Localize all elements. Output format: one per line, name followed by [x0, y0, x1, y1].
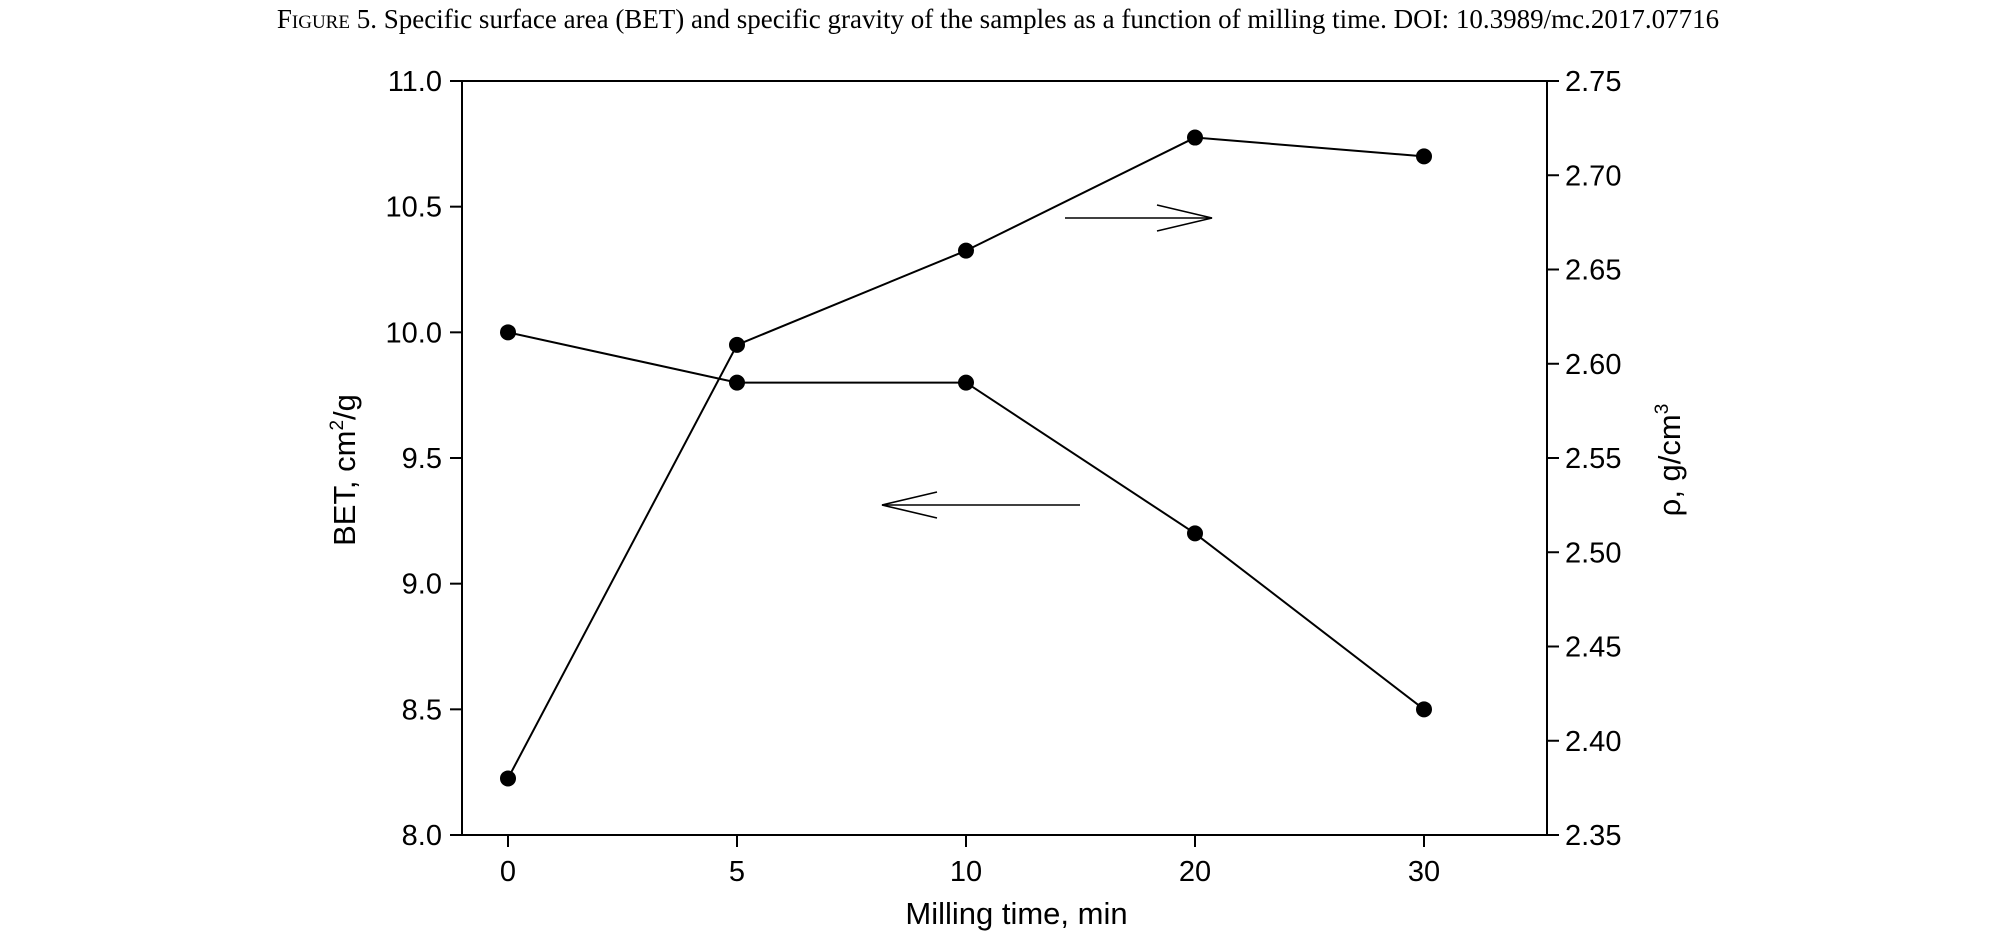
- left-tick-label: 11.0: [388, 66, 442, 98]
- left-tick-label: 10.0: [386, 317, 442, 349]
- left-axis: 8.0 8.5 9.0 9.5 10.0 10.5 11.0: [386, 66, 462, 852]
- right-tick-label: 2.40: [1565, 726, 1621, 758]
- series-layer: [500, 129, 1432, 787]
- right-axis-title-sup: 3: [1652, 404, 1673, 415]
- x-tick-label: 30: [1408, 856, 1440, 888]
- left-tick-label: 10.5: [386, 192, 442, 224]
- x-tick-label: 20: [1179, 856, 1211, 888]
- series-1-point: [1187, 129, 1203, 146]
- left-tick-label: 8.5: [402, 694, 442, 726]
- left-axis-title-base: BET, cm: [327, 431, 362, 546]
- right-axis: 2.35 2.40 2.45 2.50 2.55 2.60 2.65 2.70 2.75: [1547, 66, 1621, 852]
- caption-text: Specific surface area (BET) and specific…: [383, 4, 1720, 34]
- series-0-point: [958, 374, 974, 391]
- series-1-line: [507, 136, 1425, 779]
- x-tick-label: 10: [950, 856, 982, 888]
- left-tick-label: 9.0: [402, 569, 442, 601]
- left-axis-title: BET, cm2/g: [327, 394, 362, 546]
- right-axis-title-base: ρ, g/cm: [1652, 414, 1687, 516]
- left-arrow: [881, 491, 1080, 519]
- plot-frame: [461, 80, 1548, 836]
- figure-caption: Figure 5. Specific surface area (BET) an…: [0, 4, 1996, 35]
- right-tick-label: 2.55: [1565, 443, 1621, 475]
- right-tick-label: 2.65: [1565, 255, 1621, 287]
- series-0-point: [500, 324, 516, 341]
- series-1-point: [729, 336, 745, 353]
- right-tick-label: 2.50: [1565, 537, 1621, 569]
- right-tick-label: 2.70: [1565, 160, 1621, 192]
- series-1-point: [958, 242, 974, 259]
- left-axis-title-sup: 2: [327, 420, 348, 431]
- left-axis-title-tail: /g: [327, 394, 362, 420]
- right-axis-title: ρ, g/cm3: [1652, 404, 1687, 517]
- x-axis-title: Milling time, min: [905, 896, 1127, 931]
- x-tick-label: 5: [729, 856, 745, 888]
- right-tick-label: 2.60: [1565, 349, 1621, 381]
- series-0-point: [1187, 525, 1203, 542]
- right-tick-label: 2.45: [1565, 632, 1621, 664]
- series-0-point: [1416, 701, 1432, 718]
- series-1-point: [500, 770, 516, 787]
- series-0-point: [729, 374, 745, 391]
- figure-label: Figure 5.: [276, 4, 377, 34]
- right-arrow: [1065, 204, 1213, 232]
- annotation-layer: [881, 204, 1213, 519]
- x-axis: 0 5 10 20 30: [500, 835, 1440, 888]
- left-tick-label: 8.0: [402, 820, 442, 852]
- right-tick-label: 2.35: [1565, 820, 1621, 852]
- left-tick-label: 9.5: [402, 443, 442, 475]
- x-tick-label: 0: [500, 856, 516, 888]
- series-1-point: [1416, 148, 1432, 165]
- right-tick-label: 2.75: [1565, 66, 1621, 98]
